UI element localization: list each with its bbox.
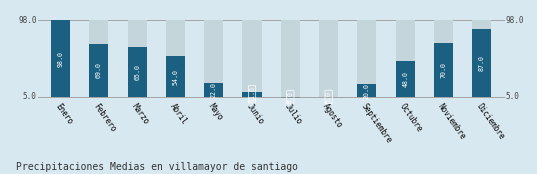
Bar	[357, 84, 376, 97]
Text: 98.0: 98.0	[57, 50, 63, 66]
Text: Precipitaciones Medias en villamayor de santiago: Precipitaciones Medias en villamayor de …	[16, 162, 298, 172]
Bar	[204, 83, 223, 97]
Bar	[243, 20, 262, 97]
Text: 5.0: 5.0	[505, 92, 519, 101]
Bar	[434, 20, 453, 97]
Text: 98.0: 98.0	[505, 16, 524, 25]
Bar	[166, 20, 185, 97]
Bar	[128, 47, 147, 97]
Text: 54.0: 54.0	[172, 69, 178, 85]
Bar	[89, 20, 108, 97]
Bar	[472, 20, 491, 97]
Text: 11.0: 11.0	[249, 86, 255, 102]
Text: 4.0: 4.0	[287, 91, 293, 103]
Text: 22.0: 22.0	[211, 82, 217, 98]
Text: 87.0: 87.0	[479, 55, 485, 71]
Bar	[128, 20, 147, 97]
Text: 5.0: 5.0	[325, 91, 332, 103]
Bar	[243, 92, 262, 97]
Bar	[396, 61, 415, 97]
Bar	[204, 20, 223, 97]
Text: 65.0: 65.0	[134, 64, 140, 80]
Text: 48.0: 48.0	[402, 71, 408, 87]
Bar	[166, 57, 185, 97]
Bar	[434, 43, 453, 97]
Bar	[281, 97, 300, 98]
Bar	[51, 20, 70, 97]
Text: 69.0: 69.0	[96, 62, 102, 78]
Text: 20.0: 20.0	[364, 83, 370, 99]
Bar	[396, 20, 415, 97]
Text: 70.0: 70.0	[440, 62, 446, 78]
Bar	[281, 20, 300, 97]
Bar	[89, 44, 108, 97]
Text: 5.0: 5.0	[23, 92, 37, 101]
Bar	[357, 20, 376, 97]
Bar	[51, 20, 70, 97]
Bar	[319, 20, 338, 97]
Bar	[472, 29, 491, 97]
Text: 98.0: 98.0	[18, 16, 37, 25]
